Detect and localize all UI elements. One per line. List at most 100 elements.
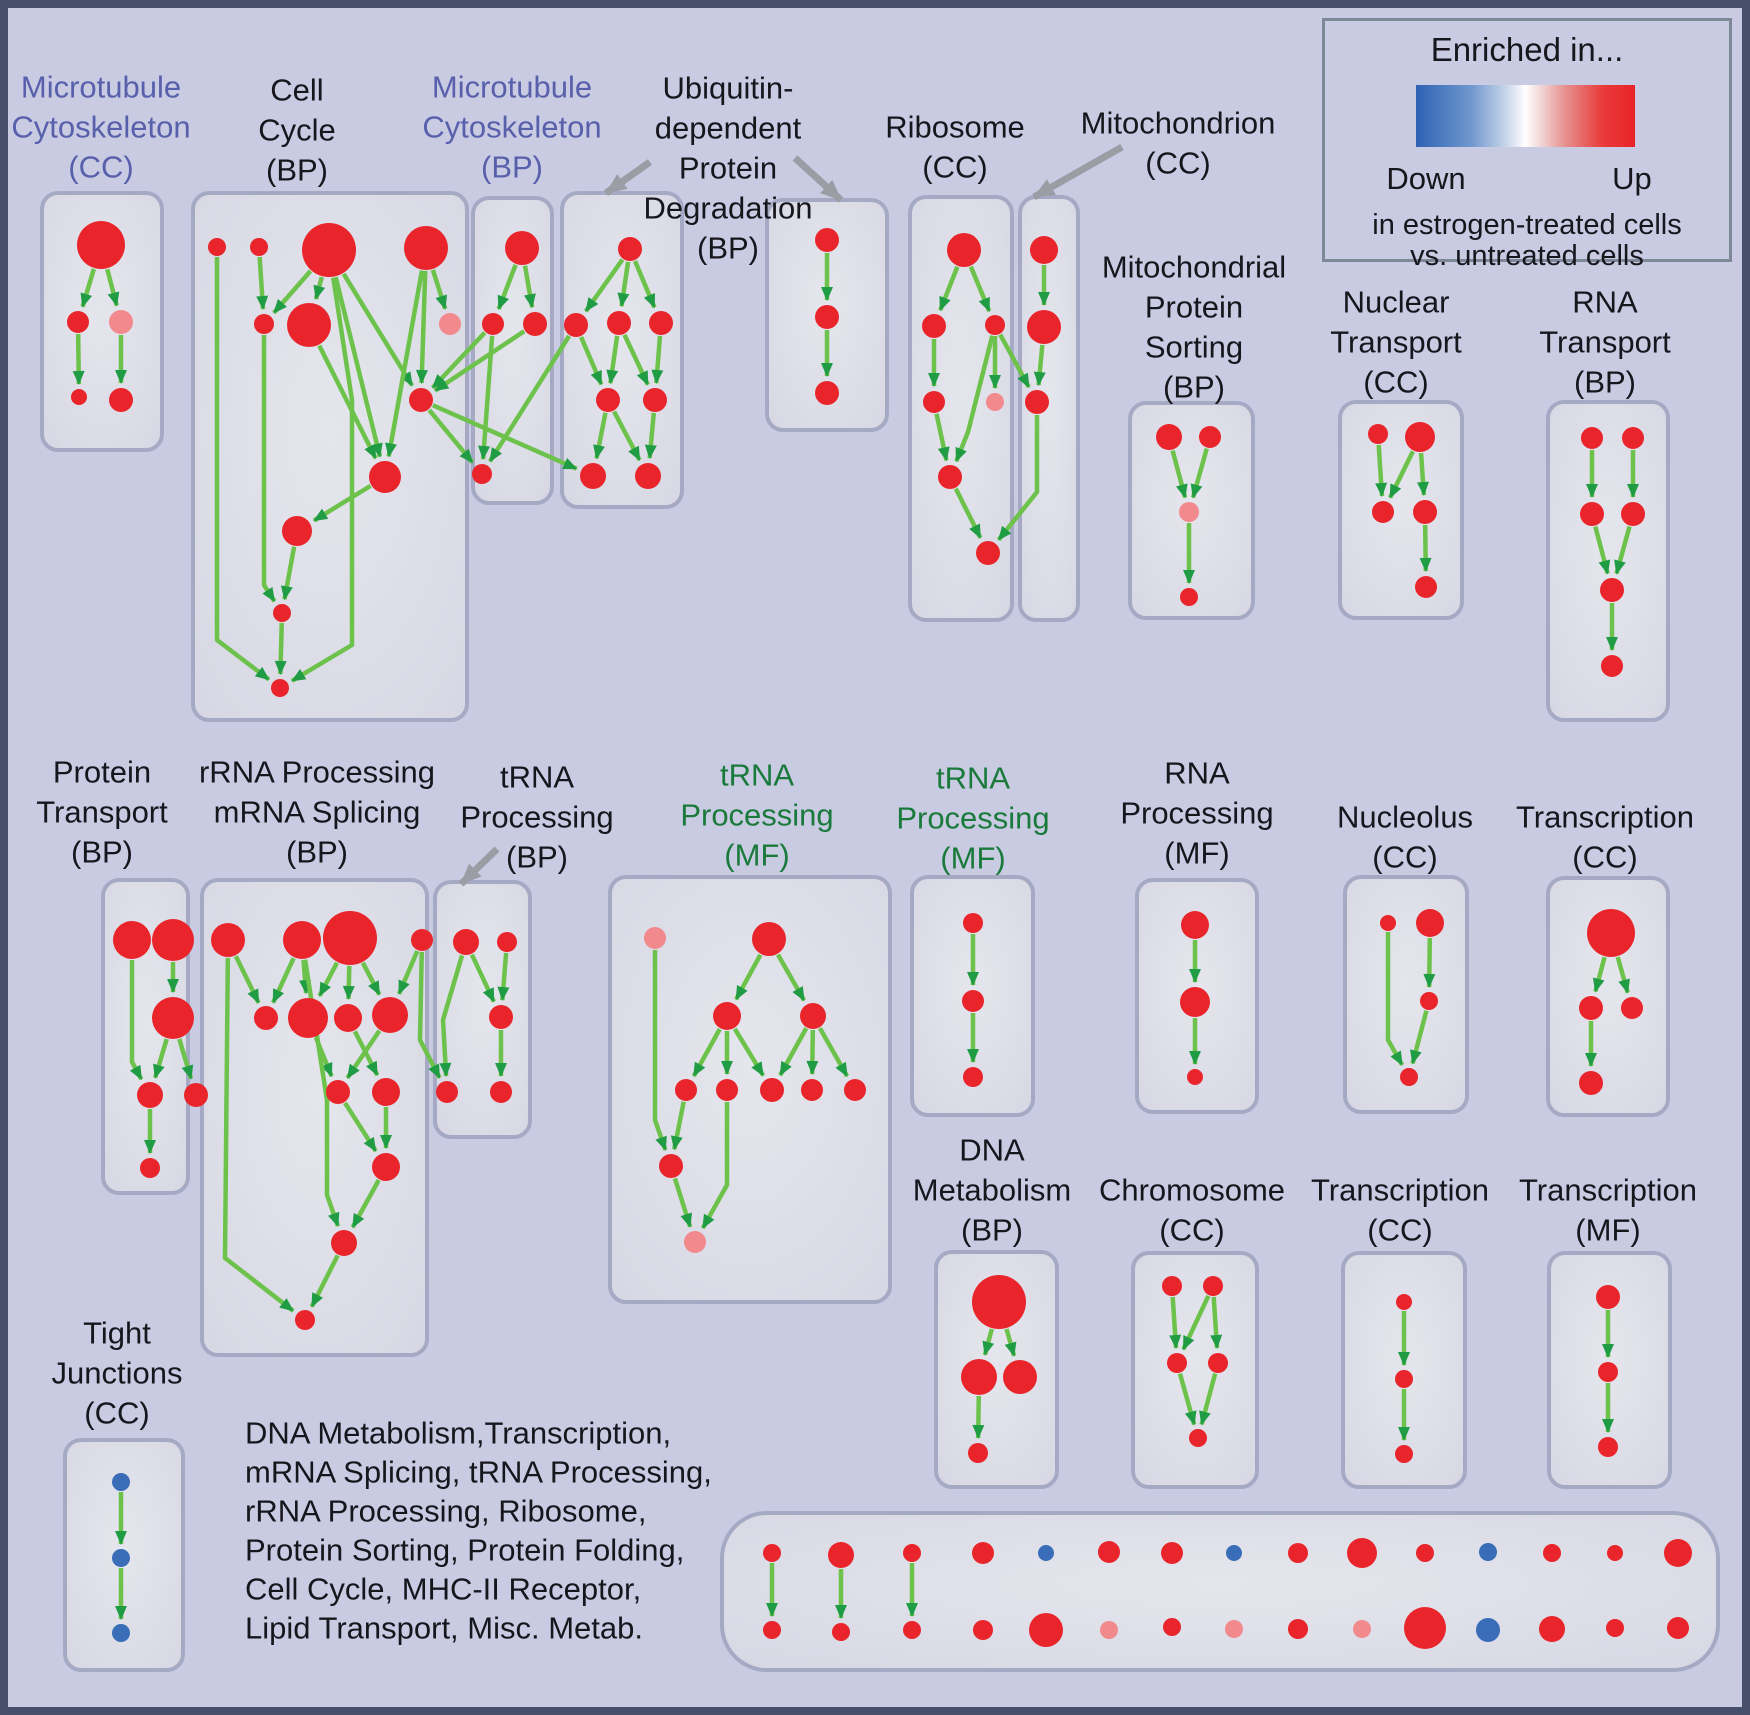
node-t1[interactable] xyxy=(1581,427,1603,449)
node-d4[interactable] xyxy=(968,1443,988,1463)
node-a4[interactable] xyxy=(71,389,87,405)
node-u4[interactable] xyxy=(649,311,673,335)
node-p4[interactable] xyxy=(1180,588,1198,606)
node-r3[interactable] xyxy=(985,315,1005,335)
node-d1[interactable] xyxy=(972,1275,1026,1329)
node-s6[interactable] xyxy=(288,998,328,1038)
node-w10[interactable] xyxy=(659,1154,683,1178)
node-s4[interactable] xyxy=(411,929,433,951)
node-v2[interactable] xyxy=(497,932,517,952)
node-e3[interactable] xyxy=(1621,997,1643,1019)
node-c10[interactable] xyxy=(282,516,312,546)
node-w5[interactable] xyxy=(675,1079,697,1101)
node-L9b[interactable] xyxy=(1288,1619,1308,1639)
node-w2[interactable] xyxy=(752,922,786,956)
node-s7[interactable] xyxy=(334,1004,362,1032)
node-f1[interactable] xyxy=(1396,1294,1412,1310)
node-s8[interactable] xyxy=(372,997,408,1033)
node-c3[interactable] xyxy=(302,223,356,277)
node-u2[interactable] xyxy=(564,313,588,337)
node-k2[interactable] xyxy=(1598,1362,1618,1382)
node-k1[interactable] xyxy=(1596,1285,1620,1309)
node-L10t[interactable] xyxy=(1347,1538,1377,1568)
node-u5[interactable] xyxy=(596,388,620,412)
node-c9[interactable] xyxy=(369,461,401,493)
node-m3[interactable] xyxy=(523,312,547,336)
node-r4[interactable] xyxy=(923,391,945,413)
node-g3[interactable] xyxy=(1025,390,1049,414)
node-z1[interactable] xyxy=(1380,915,1396,931)
node-L6b[interactable] xyxy=(1100,1621,1118,1639)
node-s1[interactable] xyxy=(211,923,245,957)
node-w6[interactable] xyxy=(716,1079,738,1101)
node-y2[interactable] xyxy=(1180,987,1210,1017)
node-L14t[interactable] xyxy=(1607,1545,1623,1561)
node-w7[interactable] xyxy=(760,1078,784,1102)
node-a2[interactable] xyxy=(67,311,89,333)
node-s2[interactable] xyxy=(283,921,321,959)
node-a3[interactable] xyxy=(109,310,133,334)
node-j3[interactable] xyxy=(112,1624,130,1642)
node-L15b[interactable] xyxy=(1667,1617,1689,1639)
node-L2t[interactable] xyxy=(828,1542,854,1568)
node-n2[interactable] xyxy=(1405,422,1435,452)
node-p1[interactable] xyxy=(1156,424,1182,450)
node-f3[interactable] xyxy=(1395,1445,1413,1463)
node-s11[interactable] xyxy=(331,1230,357,1256)
node-w9[interactable] xyxy=(844,1079,866,1101)
node-L4b[interactable] xyxy=(973,1620,993,1640)
node-b1[interactable] xyxy=(815,228,839,252)
node-L3t[interactable] xyxy=(903,1544,921,1562)
node-n4[interactable] xyxy=(1413,500,1437,524)
node-L13t[interactable] xyxy=(1543,1544,1561,1562)
node-y1[interactable] xyxy=(1181,911,1209,939)
node-p3[interactable] xyxy=(1179,502,1199,522)
node-f2[interactable] xyxy=(1395,1370,1413,1388)
node-L4t[interactable] xyxy=(972,1542,994,1564)
node-v3[interactable] xyxy=(489,1005,513,1029)
node-q1[interactable] xyxy=(113,921,151,959)
node-q3[interactable] xyxy=(152,997,194,1039)
node-h5[interactable] xyxy=(1189,1429,1207,1447)
node-a1[interactable] xyxy=(77,221,125,269)
node-u1[interactable] xyxy=(618,237,642,261)
node-c4[interactable] xyxy=(404,226,448,270)
node-L12t[interactable] xyxy=(1479,1543,1497,1561)
node-L14b[interactable] xyxy=(1606,1619,1624,1637)
node-z4[interactable] xyxy=(1400,1068,1418,1086)
node-e1[interactable] xyxy=(1587,909,1635,957)
node-q5[interactable] xyxy=(184,1083,208,1107)
node-j2[interactable] xyxy=(112,1549,130,1567)
node-y3[interactable] xyxy=(1187,1069,1203,1085)
node-q6[interactable] xyxy=(140,1158,160,1178)
node-L6t[interactable] xyxy=(1098,1541,1120,1563)
node-L13b[interactable] xyxy=(1539,1616,1565,1642)
node-z2[interactable] xyxy=(1416,909,1444,937)
node-s5[interactable] xyxy=(254,1006,278,1030)
node-c7[interactable] xyxy=(409,388,433,412)
node-m1[interactable] xyxy=(505,231,539,265)
node-n1[interactable] xyxy=(1368,424,1388,444)
node-L1b[interactable] xyxy=(763,1621,781,1639)
node-w11[interactable] xyxy=(684,1231,706,1253)
node-n5[interactable] xyxy=(1415,576,1437,598)
node-x1[interactable] xyxy=(963,913,983,933)
node-L1t[interactable] xyxy=(763,1544,781,1562)
node-L11t[interactable] xyxy=(1416,1544,1434,1562)
node-c6[interactable] xyxy=(287,303,331,347)
node-p2[interactable] xyxy=(1199,426,1221,448)
node-L8b[interactable] xyxy=(1225,1620,1243,1638)
node-t3[interactable] xyxy=(1580,502,1604,526)
node-L5b[interactable] xyxy=(1029,1613,1063,1647)
node-u3[interactable] xyxy=(607,311,631,335)
node-t5[interactable] xyxy=(1600,578,1624,602)
node-L2b[interactable] xyxy=(832,1623,850,1641)
node-L10b[interactable] xyxy=(1353,1620,1371,1638)
node-m2[interactable] xyxy=(482,313,504,335)
node-e4[interactable] xyxy=(1579,1071,1603,1095)
node-L8t[interactable] xyxy=(1226,1545,1242,1561)
node-d3[interactable] xyxy=(1003,1360,1037,1394)
node-t6[interactable] xyxy=(1601,655,1623,677)
node-u7[interactable] xyxy=(580,463,606,489)
node-s12[interactable] xyxy=(295,1310,315,1330)
